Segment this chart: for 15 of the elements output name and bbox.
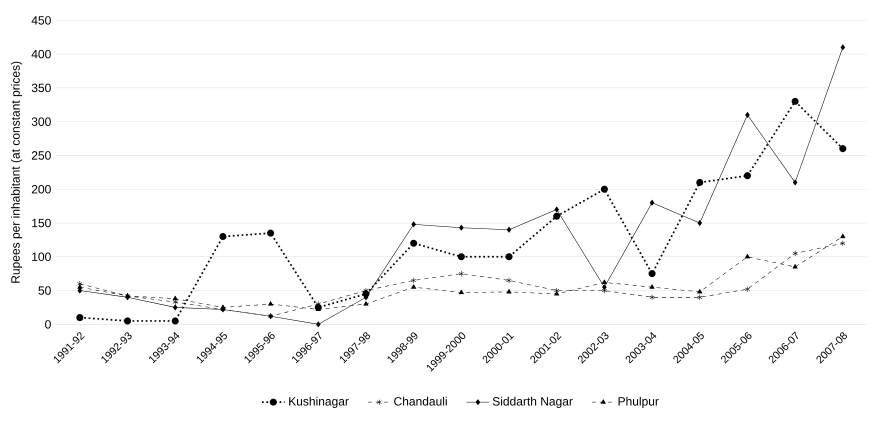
legend-label: Siddarth Nagar bbox=[492, 396, 573, 408]
y-tick-label: 100 bbox=[32, 252, 51, 262]
y-tick-label: 50 bbox=[38, 286, 51, 295]
y-tick-label: 0 bbox=[45, 320, 51, 329]
y-tick-label: 200 bbox=[32, 184, 51, 194]
y-tick-label: 350 bbox=[32, 84, 51, 92]
legend-label: Phulpur bbox=[618, 396, 659, 408]
y-tick-label: 150 bbox=[32, 218, 51, 228]
legend-label: Kushinagar bbox=[289, 396, 349, 408]
legend-label: Chandauli bbox=[394, 396, 447, 406]
y-tick-label: 250 bbox=[32, 151, 51, 160]
y-tick-label: 450 bbox=[32, 16, 51, 25]
y-tick-label: 300 bbox=[32, 117, 51, 126]
y-axis-title: Rupees per inhabitant (at constant prices) bbox=[10, 62, 22, 283]
y-tick-label: 400 bbox=[32, 50, 51, 58]
